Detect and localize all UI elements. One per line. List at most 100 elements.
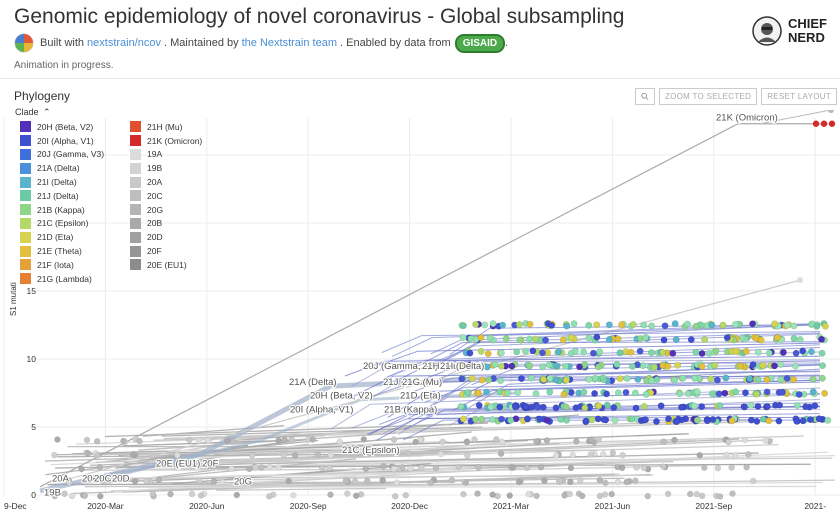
tree-branch — [385, 344, 821, 379]
tip-point — [229, 438, 237, 446]
legend-swatch — [130, 162, 141, 174]
legend-item[interactable]: 20E (EU1) — [130, 258, 220, 272]
legend-item[interactable]: 21F (Iota) — [20, 258, 130, 272]
tip-point — [687, 336, 695, 344]
tip-point — [693, 490, 701, 498]
legend-label: 20C — [147, 190, 163, 201]
tip-point — [488, 415, 496, 423]
branch-label: 20A — [52, 474, 70, 485]
tip-point — [309, 436, 317, 443]
tip-point — [94, 452, 101, 459]
legend-swatch — [130, 190, 141, 202]
legend-item[interactable]: 20B — [130, 217, 220, 231]
tip-point — [526, 320, 534, 328]
tip-point — [793, 402, 801, 410]
tip-point — [765, 349, 773, 357]
tip-point — [467, 335, 475, 343]
tip-point — [336, 438, 343, 445]
tip-point — [569, 451, 576, 459]
tree-branch — [167, 440, 449, 452]
tip-point — [610, 404, 618, 412]
phylogeny-chart[interactable]: 9-Dec 2020-Mar 2020-Jun 2020-Sep 2020-Dec 202… — [0, 110, 840, 513]
tip-point — [698, 349, 706, 357]
branch-label: 21H (Mu) — [422, 361, 462, 372]
ncov-link[interactable]: nextstrain/ncov — [87, 37, 162, 49]
tip-point — [508, 362, 516, 370]
x-tick-label: 2021-Jun — [595, 501, 631, 511]
tip-point — [736, 362, 744, 370]
legend-item[interactable]: 20A — [130, 175, 220, 189]
tree-branch — [185, 485, 817, 488]
legend-label: 19B — [147, 163, 163, 174]
legend-item[interactable]: 20F — [130, 244, 220, 258]
search-icon[interactable] — [634, 88, 655, 105]
tree-branch — [379, 402, 821, 425]
legend-item[interactable]: 21J (Delta) — [20, 189, 130, 203]
tip-point — [632, 477, 639, 484]
tree-branch — [452, 381, 821, 411]
tip-point — [585, 375, 593, 383]
legend-item[interactable]: 21K (Omicron) — [130, 134, 220, 148]
team-link[interactable]: the Nextstrain team — [241, 37, 337, 49]
byline-mid: . Maintained by — [164, 37, 239, 49]
branch-label: 21J (Delta) — [383, 377, 429, 388]
tip-point — [463, 438, 471, 446]
legend-item[interactable]: 20H (Beta, V2) — [20, 120, 130, 134]
legend-swatch — [20, 176, 31, 188]
legend-item[interactable]: 21E (Theta) — [20, 244, 130, 258]
gisaid-logo[interactable]: GISAID — [454, 33, 506, 53]
tip-point — [517, 375, 525, 383]
tip-point — [552, 452, 560, 459]
legend-item[interactable]: 21A (Delta) — [20, 161, 130, 175]
clade-legend-toggle[interactable]: Clade ⌃ — [15, 107, 51, 118]
tree-branch — [424, 379, 821, 403]
legend-item[interactable]: 20C — [130, 189, 220, 203]
tip-point — [765, 417, 773, 425]
legend-item[interactable]: 21C (Epsilon) — [20, 217, 130, 231]
tip-point — [533, 438, 540, 445]
tip-point — [707, 375, 715, 383]
legend-item[interactable]: 19A — [130, 148, 220, 162]
zoom-to-selected-button[interactable]: ZOOM TO SELECTED — [658, 88, 758, 105]
tip-point — [799, 347, 807, 355]
legend-item[interactable]: 21B (Kappa) — [20, 203, 130, 217]
legend-label: 21C (Epsilon) — [37, 218, 89, 229]
tip-point — [796, 336, 804, 344]
reset-layout-button[interactable]: RESET LAYOUT — [761, 88, 837, 105]
legend-item[interactable]: 21D (Eta) — [20, 230, 130, 244]
tip-point — [642, 390, 650, 398]
tip-point — [679, 374, 687, 382]
branch-label: 21K (Omicron) — [716, 113, 778, 124]
legend-item[interactable]: 21H (Mu) — [130, 120, 220, 134]
tip-point — [660, 438, 667, 445]
tip-point — [708, 390, 716, 398]
legend-item[interactable]: 21I (Delta) — [20, 175, 130, 189]
brand-line2: NERD — [788, 30, 825, 45]
tip-point — [779, 348, 787, 356]
tree-branch — [206, 457, 833, 463]
tip-point — [484, 350, 492, 358]
tip-point — [693, 416, 701, 424]
tip-point — [489, 491, 496, 498]
tip-point — [603, 401, 611, 409]
tip-point — [708, 321, 716, 329]
tip-point — [379, 476, 386, 484]
legend-item[interactable]: 20I (Alpha, V1) — [20, 134, 130, 148]
tip-point — [155, 476, 162, 484]
tip-point — [640, 464, 648, 472]
branch-label: 20I (Alpha, V1) — [290, 404, 353, 415]
tip-point — [523, 415, 531, 423]
tip-point — [775, 417, 783, 425]
tip-point — [591, 389, 599, 397]
legend-item[interactable]: 19B — [130, 161, 220, 175]
tip-point — [753, 417, 761, 425]
tip-point — [149, 490, 157, 497]
legend-item[interactable]: 20J (Gamma, V3) — [20, 148, 130, 162]
branch-label: 20H (Beta, V2) — [310, 391, 373, 402]
tip-point — [477, 334, 485, 342]
branch-label: 20C — [94, 474, 112, 485]
tip-point — [595, 402, 603, 410]
legend-item[interactable]: 21G (Lambda) — [20, 272, 130, 286]
legend-item[interactable]: 20D — [130, 230, 220, 244]
legend-item[interactable]: 20G — [130, 203, 220, 217]
